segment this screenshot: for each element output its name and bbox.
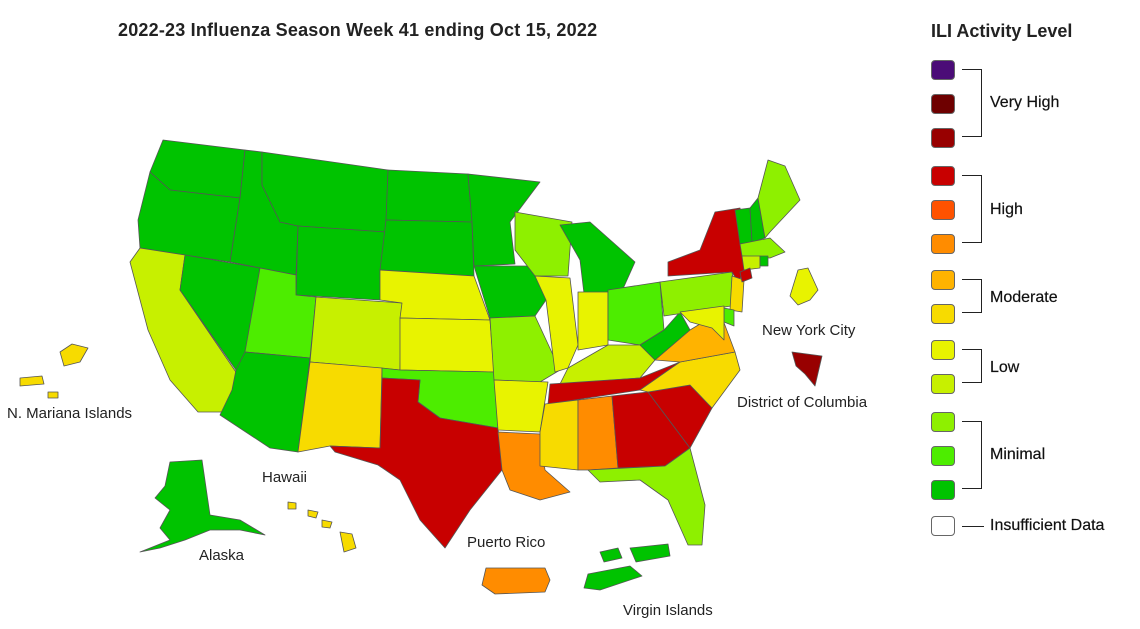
inset-HI-islands[interactable] [287, 501, 333, 529]
legend-swatch-12 [931, 94, 955, 114]
inset-PR[interactable] [481, 567, 551, 595]
legend-swatch-1 [931, 480, 955, 500]
inset-VI[interactable] [583, 543, 671, 591]
label-puerto-rico: Puerto Rico [467, 534, 546, 551]
state-AR[interactable] [493, 379, 549, 433]
state-MO[interactable] [489, 315, 561, 383]
legend-swatch-10 [931, 166, 955, 186]
state-AZ[interactable] [219, 351, 311, 453]
state-KS[interactable] [399, 317, 495, 373]
bracket-moderate [962, 279, 982, 313]
state-MA[interactable] [739, 237, 786, 259]
state-SD[interactable] [379, 219, 475, 277]
legend-dash-insufficient [962, 526, 984, 527]
map-title: 2022-23 Influenza Season Week 41 ending … [118, 20, 598, 40]
label-district-of-columbia: District of Columbia [737, 394, 868, 411]
label-n-mariana-islands: N. Mariana Islands [7, 405, 133, 422]
legend-label-moderate: Moderate [990, 289, 1058, 306]
state-MT[interactable] [261, 151, 389, 233]
bracket-low [962, 349, 982, 383]
state-TX[interactable] [329, 377, 503, 549]
state-IA[interactable] [473, 265, 547, 319]
inset-MD-east[interactable] [789, 267, 819, 306]
inset-DC[interactable] [791, 351, 823, 387]
state-ME[interactable] [757, 159, 801, 239]
state-MN[interactable] [467, 173, 541, 267]
legend-swatch-6 [931, 304, 955, 324]
legend-swatch-13 [931, 60, 955, 80]
state-ND[interactable] [385, 169, 473, 223]
state-WV[interactable] [639, 311, 691, 361]
label-hawaii: Hawaii [262, 469, 308, 486]
state-NJ[interactable] [729, 275, 745, 313]
state-IN[interactable] [577, 291, 609, 351]
legend-swatch-0 [931, 516, 955, 536]
label-virgin-islands: Virgin Islands [623, 602, 713, 619]
state-MD[interactable] [679, 305, 725, 341]
legend-swatch-11 [931, 128, 955, 148]
state-DE[interactable] [723, 307, 735, 327]
influenza-us-map [19, 139, 823, 595]
bracket-very-high [962, 69, 982, 137]
legend-label-minimal: Minimal [990, 446, 1046, 463]
legend-label-very-high: Very High [990, 94, 1060, 111]
state-RI[interactable] [759, 255, 769, 267]
state-NYC[interactable] [739, 267, 753, 283]
legend-swatch-2 [931, 446, 955, 466]
legend-swatch-3 [931, 412, 955, 432]
legend-swatch-9 [931, 200, 955, 220]
inset-HI[interactable] [339, 531, 357, 553]
legend-swatch-8 [931, 234, 955, 254]
legend-label-low: Low [990, 359, 1020, 376]
state-WY[interactable] [295, 225, 387, 301]
legend-swatch-5 [931, 340, 955, 360]
state-CT[interactable] [741, 255, 761, 271]
state-AL[interactable] [577, 395, 619, 471]
state-CO[interactable] [309, 296, 403, 371]
legend-label-high: High [990, 201, 1023, 218]
bracket-high [962, 175, 982, 243]
inset-NMI[interactable] [19, 343, 89, 399]
inset-AK[interactable] [139, 459, 266, 553]
legend-swatch-4 [931, 374, 955, 394]
label-new-york-city: New York City [762, 322, 856, 339]
label-alaska: Alaska [199, 547, 245, 564]
legend-label-insufficient-data: Insufficient Data [990, 517, 1105, 534]
state-MS[interactable] [539, 399, 579, 471]
bracket-minimal [962, 421, 982, 489]
state-FL[interactable] [587, 447, 706, 546]
state-NM[interactable] [297, 361, 383, 453]
state-WI[interactable] [514, 211, 573, 277]
legend-title: ILI Activity Level [931, 21, 1073, 41]
legend-swatch-7 [931, 270, 955, 290]
